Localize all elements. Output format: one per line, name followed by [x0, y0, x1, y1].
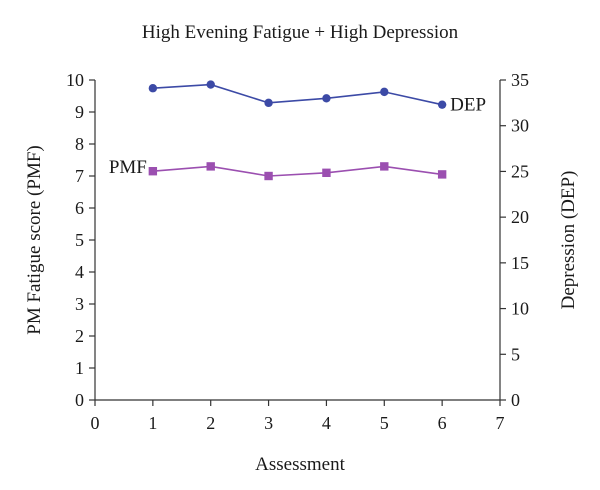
y-axis-left-label: PM Fatigue score (PMF)	[24, 145, 45, 334]
y-tick-label-left: 1	[75, 358, 84, 378]
x-tick-label: 5	[380, 413, 389, 433]
series-pmf: PMF	[109, 157, 447, 181]
series-pmf-point	[264, 171, 273, 181]
y-tick-label-left: 8	[75, 134, 84, 154]
y-tick-label-left: 0	[75, 390, 84, 410]
y-tick-label-right: 25	[511, 161, 529, 181]
series-pmf-point	[437, 170, 447, 179]
series-dep-point	[322, 94, 331, 103]
y-tick-label-left: 2	[75, 326, 84, 346]
series-pmf-point	[322, 168, 331, 177]
x-tick-label: 2	[206, 413, 215, 433]
series-pmf-point	[206, 162, 215, 171]
series-pmf-line	[152, 165, 443, 177]
y-tick-label-left: 10	[66, 70, 84, 90]
series-dep: DEP	[148, 80, 486, 116]
y-tick-label-left: 4	[75, 262, 84, 282]
series-dep-point	[206, 80, 215, 89]
series-dep-point	[380, 87, 389, 97]
x-tick-label: 6	[438, 413, 447, 433]
y-tick-label-right: 0	[511, 390, 520, 410]
series-layer: DEP PMF	[109, 80, 486, 181]
y-tick-label-left: 9	[75, 102, 84, 122]
series-dep-point	[437, 100, 447, 109]
y-tick-label-left: 3	[75, 294, 84, 314]
series-dep-line	[152, 83, 443, 106]
y-tick-label-left: 7	[75, 166, 84, 186]
x-tick-label: 1	[148, 413, 157, 433]
x-tick-label: 3	[264, 413, 273, 433]
y-tick-label-right: 10	[511, 299, 529, 319]
y-tick-label-right: 20	[511, 207, 529, 227]
series-dep-label: DEP	[450, 95, 486, 116]
y-tick-label-right: 30	[511, 116, 529, 136]
x-tick-label: 0	[91, 413, 100, 433]
y-tick-label-left: 6	[75, 198, 84, 218]
x-axis-label: Assessment	[255, 454, 345, 475]
y-tick-label-right: 5	[511, 344, 520, 364]
series-pmf-point	[380, 162, 389, 171]
y-axis-right-label: Depression (DEP)	[558, 171, 579, 310]
y-tick-label-left: 5	[75, 230, 84, 250]
series-dep-point	[264, 98, 273, 108]
series-pmf-point	[148, 167, 158, 176]
y-tick-label-right: 15	[511, 253, 529, 273]
series-pmf-label: PMF	[109, 157, 147, 178]
x-tick-label: 7	[496, 413, 505, 433]
y-tick-label-right: 35	[511, 70, 529, 90]
x-tick-label: 4	[322, 413, 331, 433]
chart-title: High Evening Fatigue + High Depression	[142, 22, 459, 43]
series-dep-point	[148, 84, 158, 93]
